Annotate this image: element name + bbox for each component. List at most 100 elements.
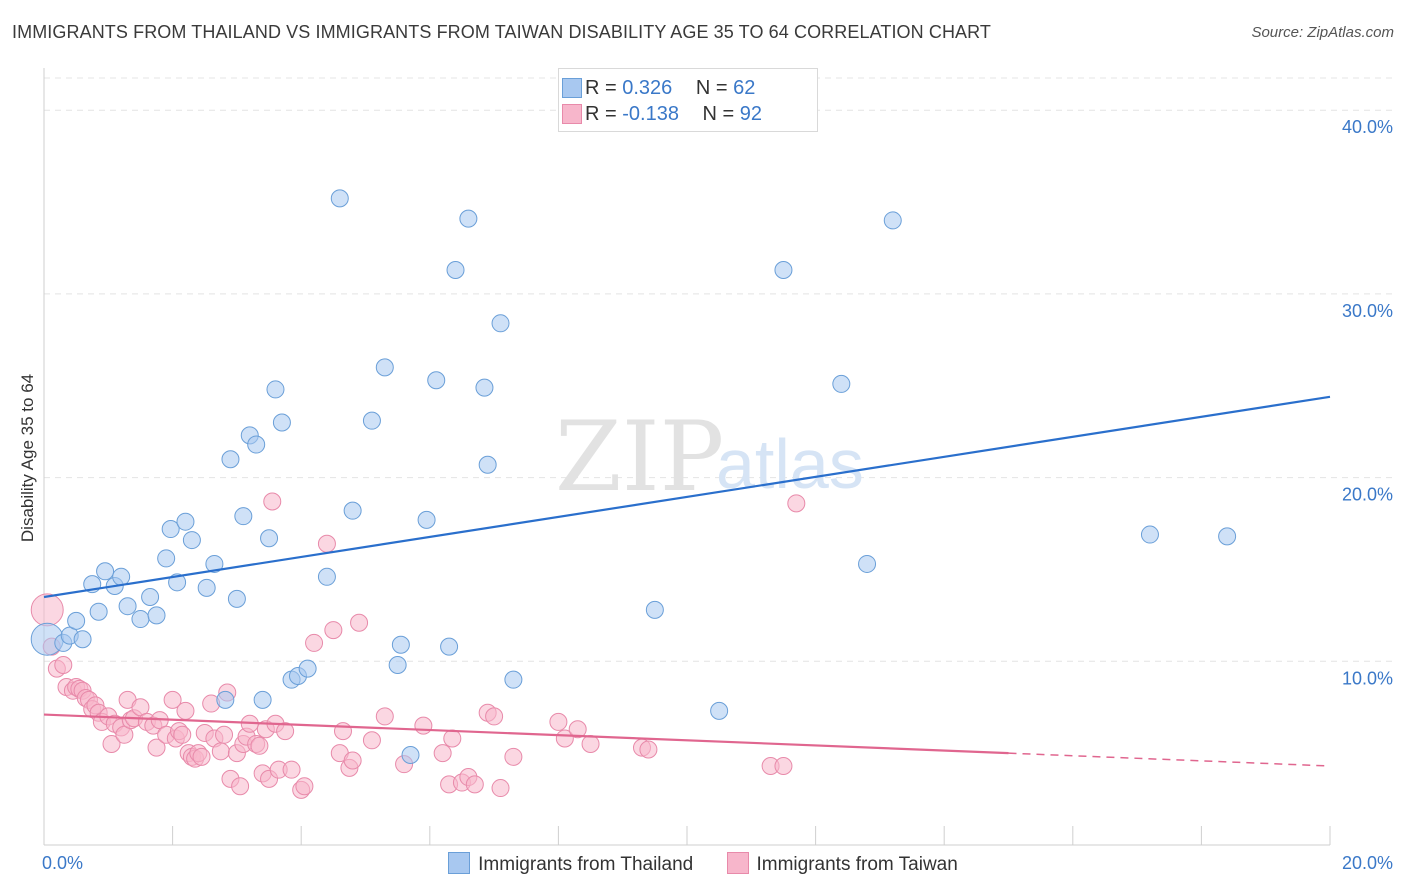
taiwan-point-80 — [465, 775, 484, 794]
y-axis-label: Disability Age 35 to 64 — [18, 373, 37, 543]
taiwan-swatch — [562, 104, 582, 124]
thailand-n-value: 62 — [733, 77, 756, 99]
thailand-point-52 — [710, 701, 729, 720]
thailand-point-6 — [89, 602, 108, 621]
thailand-point-16 — [168, 573, 187, 592]
thailand-point-24 — [234, 507, 253, 526]
grid — [44, 77, 1392, 662]
thailand-point-37 — [362, 411, 381, 430]
thailand-point-46 — [459, 209, 478, 228]
x-tick-label-max: 20.0% — [1342, 853, 1393, 873]
taiwan-point-26 — [147, 738, 166, 757]
taiwan-point-3 — [54, 655, 73, 674]
taiwan-point-64 — [317, 534, 336, 553]
watermark-atlas: atlas — [716, 425, 864, 503]
taiwan-point-65 — [324, 621, 343, 640]
thailand-swatch — [562, 78, 582, 98]
thailand-point-39 — [388, 655, 407, 674]
tick-labels: 10.0% 20.0% 30.0% 40.0% 0.0% 20.0% — [42, 117, 1393, 873]
thailand-point-55 — [858, 554, 877, 573]
legend-swatch-taiwan — [726, 852, 749, 874]
thailand-point-26 — [247, 435, 266, 454]
taiwan-point-0 — [30, 593, 64, 627]
thailand-point-35 — [330, 189, 349, 208]
thailand-point-47 — [475, 378, 494, 397]
taiwan-point-75 — [433, 744, 452, 763]
thailand-point-10 — [118, 597, 137, 616]
taiwan-trend-extension — [1008, 752, 1331, 767]
thailand-point-30 — [272, 413, 291, 432]
thailand-point-11 — [131, 610, 150, 629]
thailand-point-20 — [205, 554, 224, 573]
taiwan-point-92 — [774, 757, 793, 776]
taiwan-r-value: -0.138 — [622, 103, 679, 125]
thailand-point-9 — [112, 567, 131, 586]
taiwan-point-71 — [362, 731, 381, 750]
y-tick-label-10: 10.0% — [1342, 668, 1393, 688]
taiwan-point-77 — [443, 729, 462, 748]
thailand-point-28 — [260, 529, 279, 548]
taiwan-point-83 — [491, 779, 510, 798]
legend: Immigrants from Thailand Immigrants from… — [0, 852, 1406, 876]
stats-row-thailand: R = 0.326 N = 62 — [562, 77, 756, 100]
taiwan-point-84 — [504, 747, 523, 766]
thailand-point-42 — [417, 510, 436, 529]
taiwan-point-87 — [568, 720, 587, 739]
thailand-point-12 — [141, 588, 160, 607]
thailand-point-33 — [298, 659, 317, 678]
thailand-point-49 — [491, 314, 510, 333]
thailand-point-48 — [478, 455, 497, 474]
thailand-point-58 — [1218, 527, 1237, 546]
thailand-point-29 — [266, 380, 285, 399]
stats-row-taiwan: R = -0.138 N = 92 — [562, 103, 763, 126]
legend-item-taiwan[interactable]: Immigrants from Taiwan — [726, 852, 958, 876]
thailand-point-36 — [343, 501, 362, 520]
thailand-point-15 — [161, 520, 180, 539]
chart-source: Source: ZipAtlas.com — [1251, 24, 1394, 41]
taiwan-point-88 — [581, 734, 600, 753]
legend-label-taiwan: Immigrants from Taiwan — [756, 854, 958, 875]
thailand-point-22 — [221, 450, 240, 469]
thailand-point-19 — [197, 578, 216, 597]
taiwan-point-85 — [549, 712, 568, 731]
thailand-point-44 — [440, 637, 459, 656]
thailand-point-50 — [504, 670, 523, 689]
taiwan-point-63 — [305, 633, 324, 652]
y-tick-label-30: 30.0% — [1342, 301, 1393, 321]
taiwan-point-42 — [211, 742, 230, 761]
thailand-point-38 — [375, 358, 394, 377]
legend-label-thailand: Immigrants from Thailand — [478, 854, 694, 875]
thailand-point-7 — [96, 562, 115, 581]
taiwan-point-56 — [263, 492, 282, 511]
thailand-point-53 — [774, 261, 793, 280]
thailand-point-14 — [157, 549, 176, 568]
taiwan-point-67 — [333, 722, 352, 741]
legend-item-thailand[interactable]: Immigrants from Thailand — [448, 852, 693, 876]
thailand-point-13 — [147, 606, 166, 625]
series-thailand-points — [30, 189, 1237, 764]
taiwan-point-47 — [231, 777, 250, 796]
taiwan-point-82 — [485, 707, 504, 726]
thailand-point-56 — [883, 211, 902, 230]
legend-swatch-thailand — [448, 852, 471, 874]
thailand-point-43 — [427, 371, 446, 390]
thailand-point-45 — [446, 261, 465, 280]
thailand-point-17 — [176, 512, 195, 531]
y-tick-label-20: 20.0% — [1342, 485, 1393, 505]
thailand-point-34 — [317, 567, 336, 586]
taiwan-r-label: R = — [585, 103, 623, 125]
thailand-point-40 — [391, 635, 410, 654]
thailand-point-4 — [73, 630, 92, 649]
taiwan-point-33 — [176, 701, 195, 720]
taiwan-point-62 — [295, 777, 314, 796]
taiwan-point-52 — [250, 736, 269, 755]
taiwan-point-72 — [375, 707, 394, 726]
thailand-trend-line — [43, 395, 1331, 599]
y-tick-label-40: 40.0% — [1342, 117, 1393, 137]
taiwan-point-29 — [163, 690, 182, 709]
taiwan-n-value: 92 — [739, 103, 763, 125]
taiwan-point-16 — [102, 734, 121, 753]
thailand-point-21 — [216, 690, 235, 709]
thailand-point-3 — [67, 611, 86, 630]
taiwan-point-38 — [192, 747, 211, 766]
